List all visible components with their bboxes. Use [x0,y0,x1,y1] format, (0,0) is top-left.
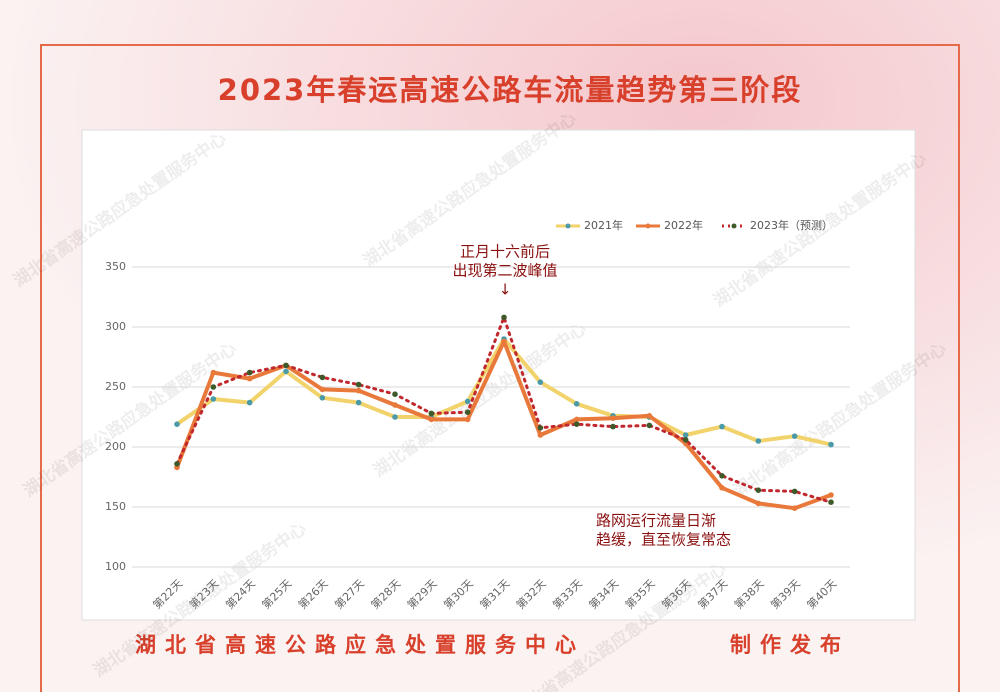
point [319,395,326,401]
point [537,432,544,438]
annotation: 趋缓，直至恢复常态 [596,531,731,549]
point [573,401,580,407]
point [355,381,362,388]
point [246,369,253,376]
point [646,422,653,429]
point [501,338,507,345]
point [610,423,616,430]
point [573,421,580,428]
point [283,362,289,369]
point [464,409,471,416]
point [319,386,326,393]
point [573,416,580,423]
point [755,438,762,444]
point [682,432,689,438]
point [719,473,725,479]
legend-label: 2021年 [584,218,623,232]
point [210,384,217,390]
point [682,437,689,443]
annotation: 出现第二波峰值 [452,262,557,280]
footer-left: 湖北省高速公路应急处置服务中心 [135,633,585,657]
annotation: ↓ [499,281,512,299]
point [828,499,834,506]
point [610,415,616,422]
point [246,375,253,382]
point [464,416,471,423]
point [392,391,398,398]
y-tick-label: 250 [105,380,126,393]
point [392,402,398,408]
point [791,488,798,495]
annotation: 路网运行流量日渐 [596,512,716,530]
point [392,414,398,420]
point [355,399,362,406]
point [537,379,544,386]
legend-marker [645,223,651,229]
chart-title: 2023年春运高速公路车流量趋势第三阶段 [218,73,803,107]
legend-label: 2023年（预测） [750,218,833,232]
y-tick-label: 200 [105,440,126,453]
point [210,396,217,402]
point [428,410,435,417]
point [246,399,253,406]
y-tick-label: 300 [105,320,126,333]
annotation: 正月十六前后 [460,243,550,261]
point [719,423,725,430]
point [755,487,762,494]
frame [40,44,960,696]
point [210,369,217,376]
point [537,425,544,431]
point [174,461,180,467]
footer-right: 制作发布 [730,633,850,657]
point [428,416,435,423]
point [646,413,653,419]
point [501,314,507,321]
point [319,374,326,381]
point [283,368,289,375]
point [828,492,834,498]
y-tick-label: 100 [105,560,126,573]
point [828,441,834,448]
point [791,505,798,512]
point [174,421,180,428]
legend-marker [731,223,737,229]
point [464,398,471,405]
point [719,485,725,491]
point [755,500,762,507]
point [791,433,798,440]
legend-marker [565,223,571,229]
y-tick-label: 350 [105,260,126,273]
legend-label: 2022年 [664,218,703,232]
y-tick-label: 150 [105,500,126,513]
point [355,387,362,394]
